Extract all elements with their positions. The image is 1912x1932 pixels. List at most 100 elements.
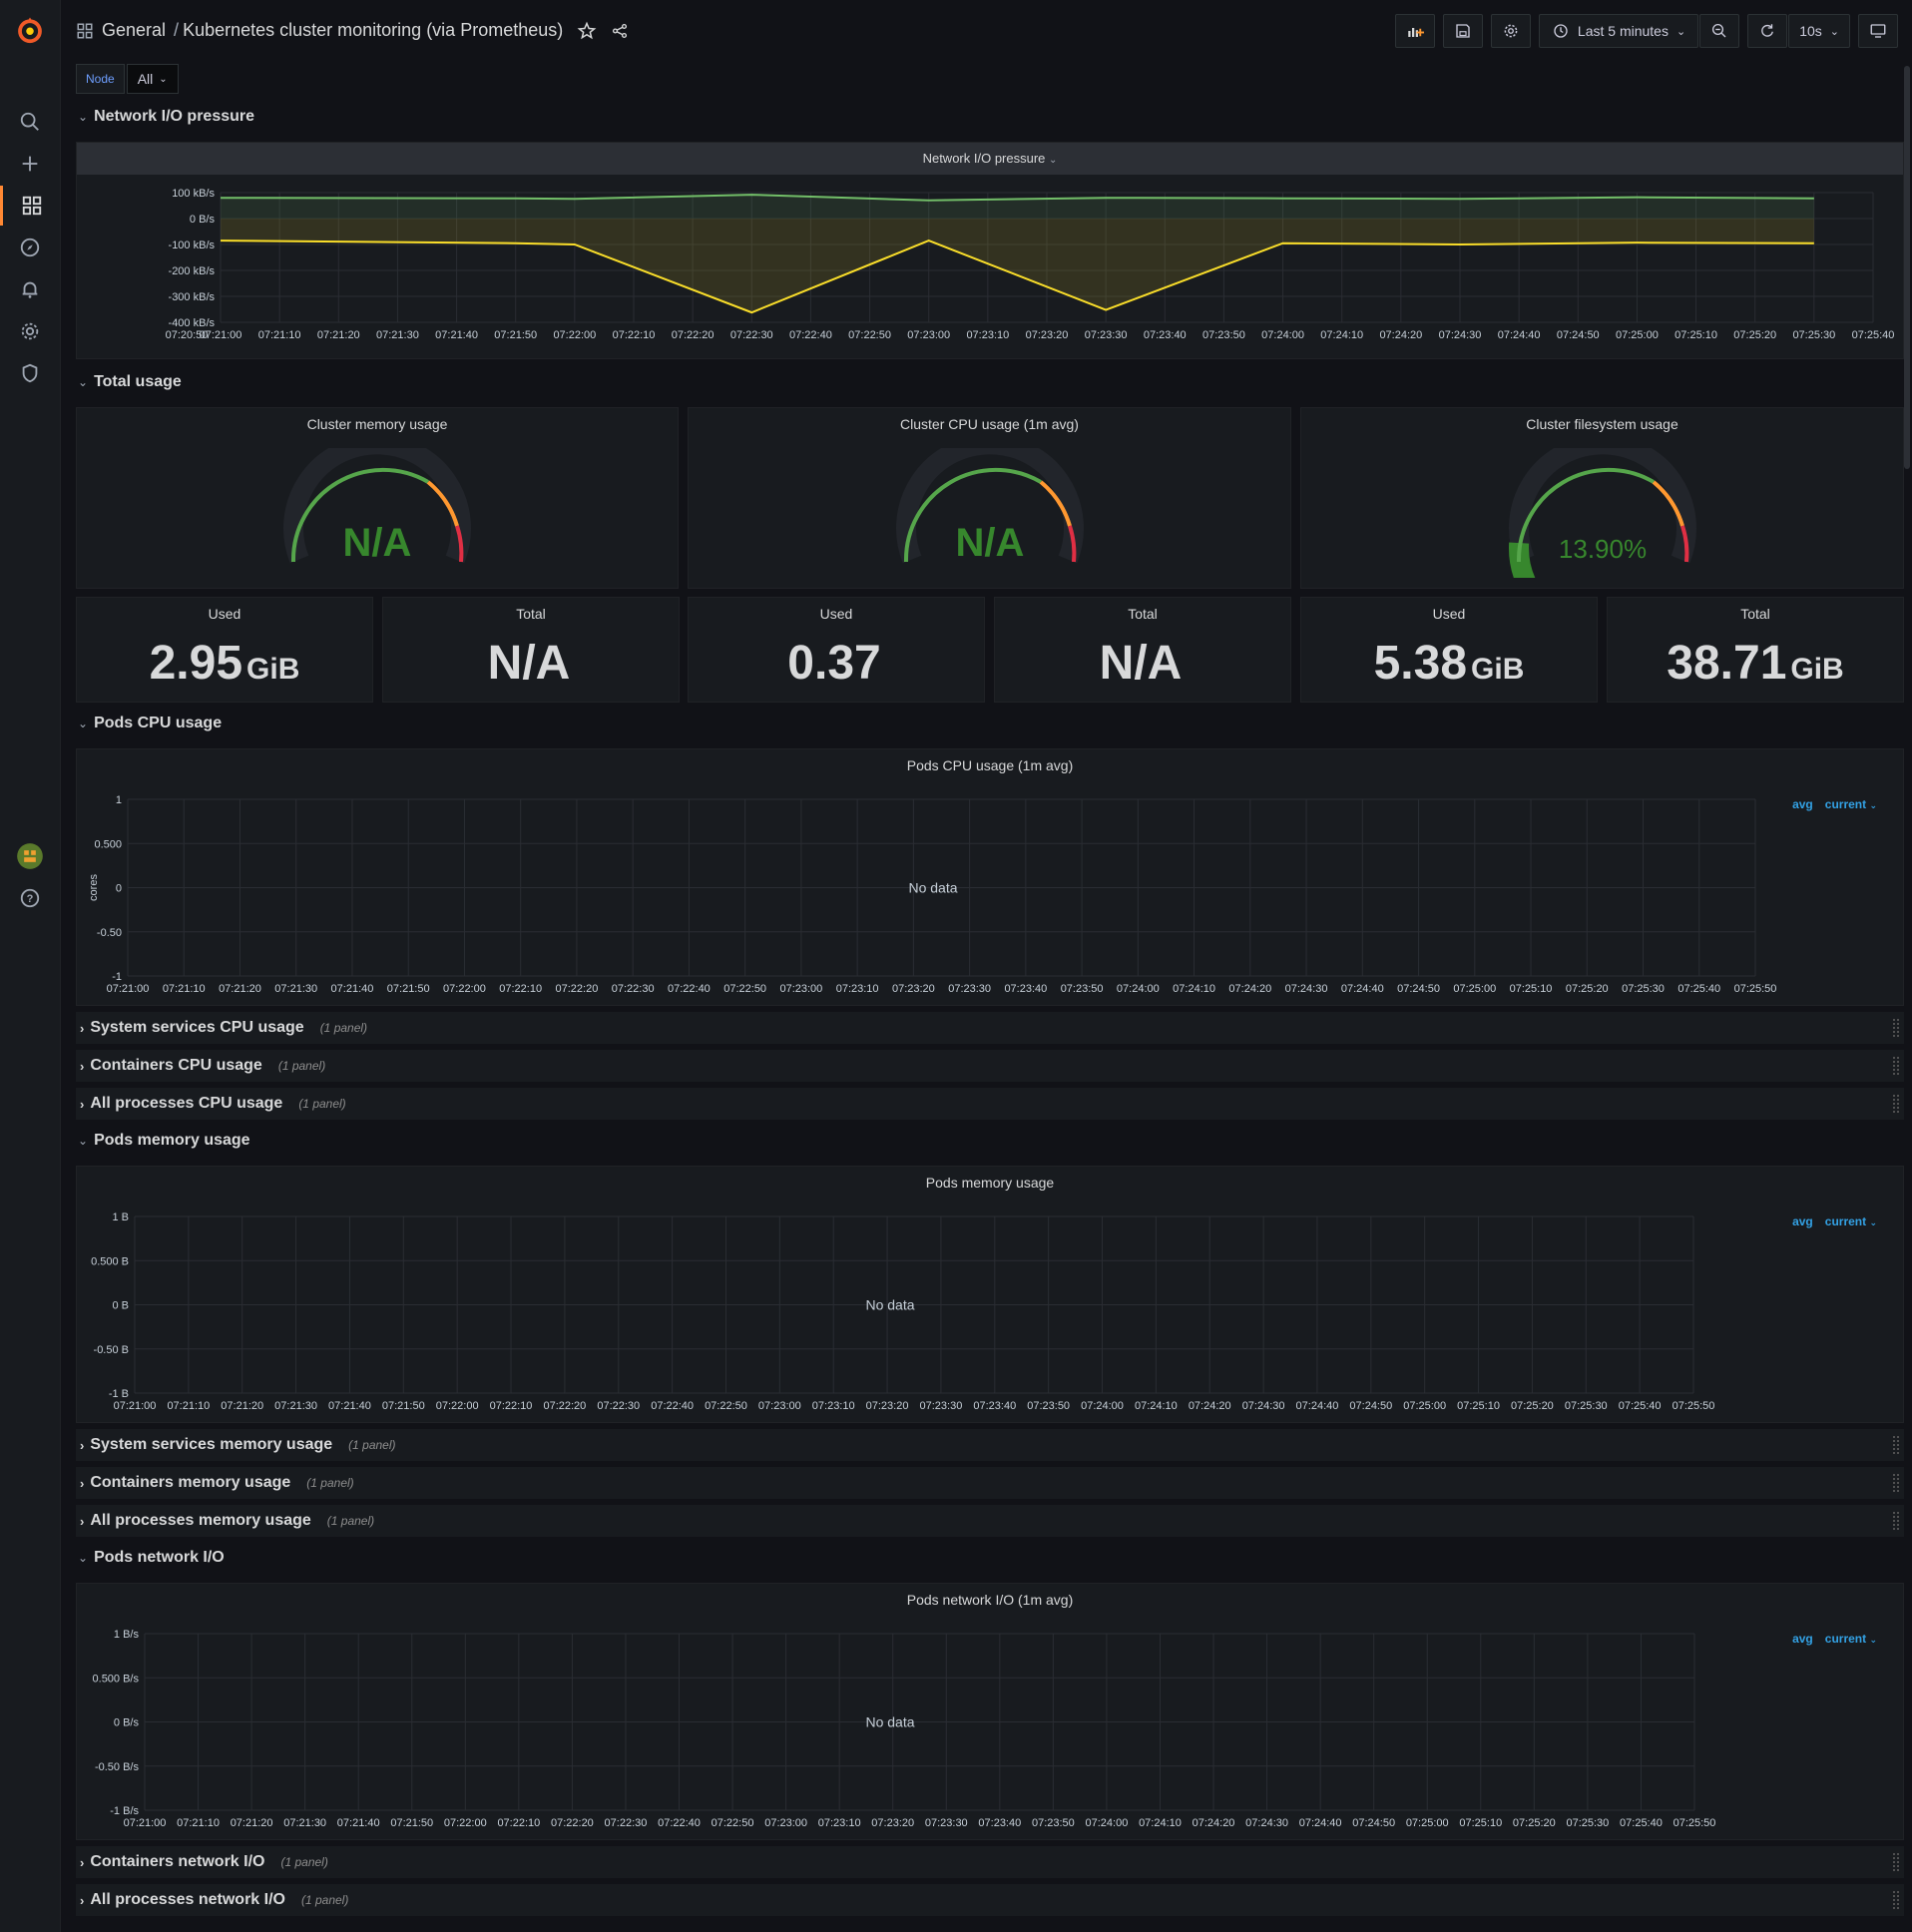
panel-title[interactable]: Pods CPU usage (1m avg)	[906, 757, 1074, 773]
drag-handle-icon[interactable]	[1892, 1890, 1900, 1910]
chevron-right-icon: ›	[80, 1058, 85, 1074]
dashboard-title[interactable]: Kubernetes cluster monitoring (via Prome…	[183, 20, 564, 40]
x-tick-label: 07:25:30	[1622, 983, 1665, 995]
x-tick-label: 07:21:50	[494, 329, 537, 341]
refresh-interval-picker[interactable]: 10s ⌄	[1788, 14, 1850, 48]
x-tick-label: 07:21:10	[163, 983, 206, 995]
row-network-io[interactable]: ⌄ Network I/O pressure	[78, 108, 254, 126]
y-tick-label: 0.500 B/s	[93, 1673, 140, 1685]
panel-cluster-filesystem-usage: Cluster filesystem usage 13.90%	[1300, 407, 1904, 589]
grafana-logo-icon[interactable]	[0, 10, 60, 50]
x-tick-label: 07:25:30	[1792, 329, 1835, 341]
scrollbar[interactable]	[1904, 66, 1910, 469]
stat-title[interactable]: Total	[1128, 606, 1158, 622]
panel-pods-cpu-usage: Pods CPU usage (1m avg) 1 0.500 0 -0.50 -1 07…	[76, 748, 1904, 1006]
row-title-label: Containers network I/O	[90, 1853, 265, 1870]
network-io-chart[interactable]: 100 kB/s 0 B/s -100 kB/s -200 kB/s -300 kB/s…	[77, 175, 1905, 360]
x-tick-label: 07:23:10	[812, 1400, 855, 1412]
create-plus-icon[interactable]	[0, 144, 60, 184]
chevron-down-icon: ⌄	[1869, 800, 1877, 810]
x-tick-label: 07:25:40	[1677, 983, 1720, 995]
explore-compass-icon[interactable]	[0, 228, 60, 267]
user-avatar[interactable]	[0, 836, 60, 876]
stat-unit: GiB	[1790, 653, 1844, 686]
legend-sort-current[interactable]: current ⌄	[1825, 1632, 1877, 1646]
star-icon[interactable]	[577, 21, 597, 41]
drag-handle-icon[interactable]	[1892, 1018, 1900, 1038]
legend-sort-avg[interactable]: avg	[1792, 1214, 1813, 1228]
stat-title[interactable]: Used	[208, 606, 241, 622]
x-tick-label: 07:24:30	[1439, 329, 1482, 341]
add-panel-button[interactable]	[1394, 14, 1435, 48]
stat-title[interactable]: Total	[1740, 606, 1770, 622]
legend-sort-current[interactable]: current ⌄	[1825, 1214, 1877, 1228]
drag-handle-icon[interactable]	[1892, 1435, 1900, 1455]
dashboards-grid-icon[interactable]	[0, 186, 60, 226]
help-icon[interactable]: ?	[0, 878, 60, 918]
row-all-processes-cpu[interactable]: › All processes CPU usage (1 panel)	[76, 1088, 1904, 1120]
stat-title[interactable]: Total	[516, 606, 546, 622]
row-pods-memory-usage[interactable]: ⌄ Pods memory usage	[78, 1132, 250, 1150]
row-system-services-cpu[interactable]: › System services CPU usage (1 panel)	[76, 1012, 1904, 1044]
legend-sort-avg[interactable]: avg	[1792, 797, 1813, 811]
refresh-button[interactable]	[1747, 14, 1788, 48]
stat-number: 5.38	[1373, 637, 1468, 690]
chevron-down-icon: ⌄	[78, 717, 89, 730]
x-tick-label: 07:22:50	[723, 983, 766, 995]
x-tick-label: 07:24:10	[1135, 1400, 1178, 1412]
drag-handle-icon[interactable]	[1892, 1056, 1900, 1076]
drag-handle-icon[interactable]	[1892, 1511, 1900, 1531]
row-panel-count: (1 panel)	[300, 1893, 349, 1907]
breadcrumb-folder[interactable]: General	[102, 20, 167, 40]
panel-header[interactable]	[77, 143, 1903, 175]
save-dashboard-button[interactable]	[1442, 14, 1483, 48]
legend-sort-current[interactable]: current ⌄	[1825, 797, 1877, 811]
row-panel-count: (1 panel)	[326, 1514, 375, 1528]
row-containers-cpu[interactable]: › Containers CPU usage (1 panel)	[76, 1050, 1904, 1082]
row-pods-network-io[interactable]: ⌄ Pods network I/O	[78, 1549, 225, 1567]
row-all-processes-memory[interactable]: › All processes memory usage (1 panel)	[76, 1505, 1904, 1537]
panel-title[interactable]: Pods memory usage	[925, 1175, 1055, 1191]
zoom-out-button[interactable]	[1699, 14, 1740, 48]
search-icon[interactable]	[0, 102, 60, 142]
row-containers-memory[interactable]: › Containers memory usage (1 panel)	[76, 1467, 1904, 1499]
row-system-services-memory[interactable]: › System services memory usage (1 panel)	[76, 1429, 1904, 1461]
configuration-gear-icon[interactable]	[0, 311, 60, 351]
drag-handle-icon[interactable]	[1892, 1852, 1900, 1872]
pods-memory-chart[interactable]: 1 B 0.500 B 0 B -0.50 B -1 B07:21:00 07:21:10…	[77, 1167, 1905, 1424]
pods-network-chart[interactable]: 1 B/s0.500 B/s0 B/s-0.50 B/s-1 B/s07:21:…	[77, 1584, 1905, 1841]
row-containers-network-io[interactable]: › Containers network I/O (1 panel)	[76, 1846, 1904, 1878]
x-tick-label: 07:24:30	[1285, 983, 1328, 995]
panel-pods-network-io: Pods network I/O (1m avg) 1 B/s 0.500 B/s…	[76, 1583, 1904, 1840]
legend-sort-avg[interactable]: avg	[1792, 1632, 1813, 1646]
alerting-bell-icon[interactable]	[0, 269, 60, 309]
time-picker-button[interactable]: Last 5 minutes ⌄	[1538, 14, 1699, 48]
panel-title[interactable]: Cluster CPU usage (1m avg)	[900, 416, 1079, 432]
row-all-processes-network-io[interactable]: › All processes network I/O (1 panel)	[76, 1884, 1904, 1916]
stat-title[interactable]: Used	[1432, 606, 1466, 622]
drag-handle-icon[interactable]	[1892, 1473, 1900, 1493]
y-tick-label: 100 kB/s	[172, 188, 215, 200]
row-pods-cpu-usage[interactable]: ⌄ Pods CPU usage	[78, 715, 222, 732]
x-tick-label: 07:25:20	[1733, 329, 1776, 341]
panel-network-io-pressure: Network I/O pressure ⌄ 100 kB/s 0 B/s -100…	[76, 142, 1904, 359]
row-total-usage[interactable]: ⌄ Total usage	[78, 373, 182, 391]
panel-title[interactable]: Pods network I/O (1m avg)	[906, 1592, 1074, 1608]
panel-title[interactable]: Cluster memory usage	[306, 416, 448, 432]
x-tick-label: 07:22:30	[612, 983, 655, 995]
dashboard-grid-icon	[77, 23, 93, 38]
server-admin-shield-icon[interactable]	[0, 353, 60, 393]
share-icon[interactable]	[611, 22, 629, 40]
pods-cpu-chart[interactable]: 1 0.500 0 -0.50 -107:21:00 07:21:10 07:21:20 07…	[77, 749, 1905, 1007]
tv-mode-button[interactable]	[1858, 14, 1898, 48]
drag-handle-icon[interactable]	[1892, 1094, 1900, 1114]
stat-filesystem-used: Used 5.38 GiB	[1300, 597, 1598, 703]
x-tick-label: 07:24:50	[1557, 329, 1600, 341]
panel-title[interactable]: Network I/O pressure ⌄	[77, 151, 1903, 166]
dashboard-settings-button[interactable]	[1490, 14, 1531, 48]
stat-title[interactable]: Used	[819, 606, 853, 622]
x-tick-label: 07:24:20	[1228, 983, 1271, 995]
series-area	[221, 219, 1814, 313]
node-variable-select[interactable]: All ⌄	[126, 64, 179, 94]
panel-title[interactable]: Cluster filesystem usage	[1526, 416, 1678, 432]
